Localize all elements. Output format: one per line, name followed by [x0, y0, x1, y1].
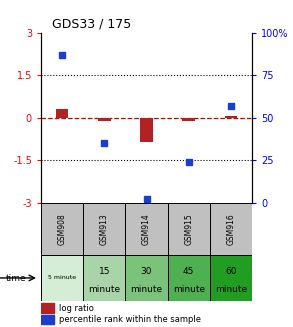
Text: 60: 60 [225, 267, 237, 276]
Text: log ratio: log ratio [59, 303, 93, 313]
Bar [224, 116, 237, 118]
Bar [168, 203, 210, 255]
Bar [83, 255, 125, 301]
Text: minute: minute [173, 285, 205, 294]
Bar [41, 255, 83, 301]
Bar [168, 255, 210, 301]
Bar [210, 255, 252, 301]
Bar [41, 203, 83, 255]
Bar [56, 109, 69, 118]
Text: GSM915: GSM915 [184, 213, 193, 245]
Bar [41, 303, 54, 313]
Text: GDS33 / 175: GDS33 / 175 [52, 17, 131, 30]
Bar [125, 255, 168, 301]
Bar [98, 118, 111, 121]
Bar [125, 203, 168, 255]
Text: GSM908: GSM908 [58, 213, 67, 245]
Text: 5 minute: 5 minute [48, 275, 76, 281]
Text: 15: 15 [98, 267, 110, 276]
Text: minute: minute [215, 285, 247, 294]
Text: 30: 30 [141, 267, 152, 276]
Bar [210, 203, 252, 255]
Text: time: time [6, 274, 26, 283]
Text: GSM913: GSM913 [100, 213, 109, 245]
Bar [83, 203, 125, 255]
Text: minute: minute [88, 285, 120, 294]
Text: minute: minute [130, 285, 163, 294]
Bar [182, 118, 195, 121]
Text: percentile rank within the sample: percentile rank within the sample [59, 315, 201, 324]
Text: GSM914: GSM914 [142, 213, 151, 245]
Text: 45: 45 [183, 267, 194, 276]
Bar [41, 315, 54, 324]
Text: GSM916: GSM916 [226, 213, 235, 245]
Bar [140, 118, 153, 142]
